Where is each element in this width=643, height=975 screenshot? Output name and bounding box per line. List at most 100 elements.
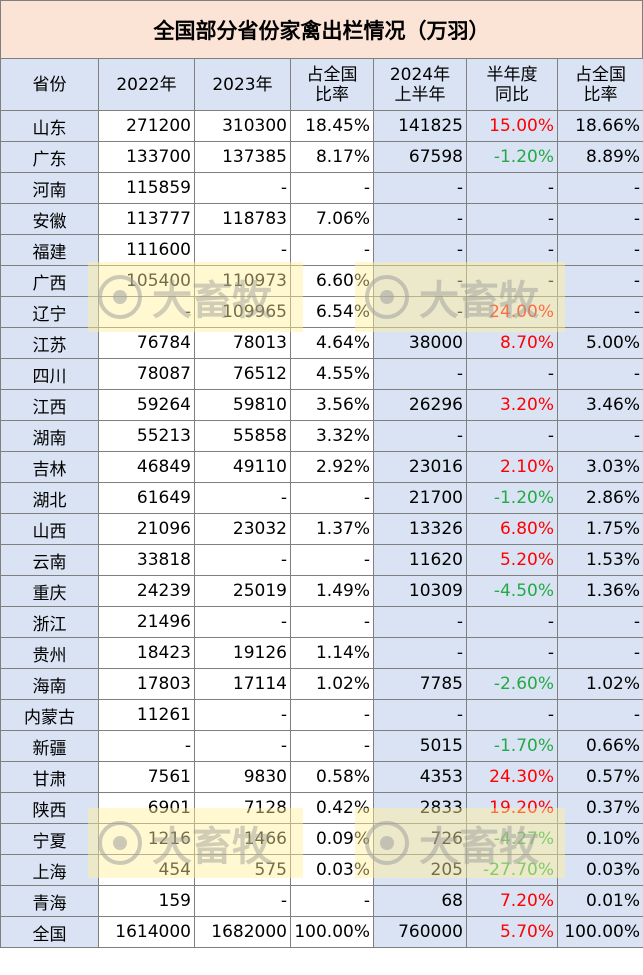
- table-row: 广东 133700 137385 8.17% 67598 -1.20% 8.89%: [0, 141, 643, 173]
- cell-share-2023: 4.64%: [290, 327, 374, 359]
- cell-2024-h1: 726: [373, 823, 467, 855]
- cell-2024-h1: -: [373, 234, 467, 266]
- cell-2023: 59810: [194, 389, 291, 421]
- cell-share-2023: 18.45%: [290, 110, 374, 142]
- cell-2022: 78087: [98, 358, 195, 390]
- cell-2023: 17114: [194, 668, 291, 700]
- header-2023: 2023年: [194, 58, 291, 111]
- table-row: 广西 105400 110973 6.60% - - -: [0, 265, 643, 297]
- cell-share-2023: -: [290, 730, 374, 762]
- cell-2023: 575: [194, 854, 291, 886]
- cell-2023: -: [194, 544, 291, 576]
- cell-province: 陕西: [0, 792, 99, 824]
- cell-2022: 159: [98, 885, 195, 917]
- cell-2022: 1614000: [98, 916, 195, 948]
- header-yoy: 半年度 同比: [466, 58, 558, 111]
- cell-2023: 9830: [194, 761, 291, 793]
- table-title: 全国部分省份家禽出栏情况（万羽）: [0, 0, 643, 59]
- table-row: 江西 59264 59810 3.56% 26296 3.20% 3.46%: [0, 389, 643, 421]
- cell-2022: 59264: [98, 389, 195, 421]
- cell-province: 江西: [0, 389, 99, 421]
- cell-2022: 454: [98, 854, 195, 886]
- cell-province: 重庆: [0, 575, 99, 607]
- cell-2023: -: [194, 885, 291, 917]
- cell-share-2023: -: [290, 172, 374, 204]
- cell-yoy: 7.20%: [466, 885, 558, 917]
- cell-province: 辽宁: [0, 296, 99, 328]
- cell-yoy: -: [466, 699, 558, 731]
- cell-2024-h1: 67598: [373, 141, 467, 173]
- cell-2022: 1216: [98, 823, 195, 855]
- table-row: 山东 271200 310300 18.45% 141825 15.00% 18.66%: [0, 110, 643, 142]
- cell-share-2023: 3.56%: [290, 389, 374, 421]
- cell-yoy: -: [466, 265, 558, 297]
- cell-province: 湖南: [0, 420, 99, 452]
- cell-2023: 1682000: [194, 916, 291, 948]
- cell-share-2023: -: [290, 482, 374, 514]
- cell-province: 安徽: [0, 203, 99, 235]
- cell-province: 新疆: [0, 730, 99, 762]
- cell-province: 云南: [0, 544, 99, 576]
- cell-province: 广西: [0, 265, 99, 297]
- cell-share-2024: 2.86%: [557, 482, 643, 514]
- cell-province: 河南: [0, 172, 99, 204]
- table-row: 青海 159- -68 7.20% 0.01%: [0, 885, 643, 917]
- cell-2024-h1: -: [373, 203, 467, 235]
- cell-share-2024: -: [557, 234, 643, 266]
- cell-share-2023: 2.92%: [290, 451, 374, 483]
- cell-2024-h1: -: [373, 296, 467, 328]
- table-row: 云南 33818- -11620 5.20% 1.53%: [0, 544, 643, 576]
- cell-2023: 1466: [194, 823, 291, 855]
- cell-2022: 271200: [98, 110, 195, 142]
- cell-share-2023: 8.17%: [290, 141, 374, 173]
- cell-share-2023: 6.54%: [290, 296, 374, 328]
- cell-2022: 6901: [98, 792, 195, 824]
- cell-2024-h1: -: [373, 265, 467, 297]
- cell-yoy: -: [466, 234, 558, 266]
- cell-yoy: 15.00%: [466, 110, 558, 142]
- cell-province: 贵州: [0, 637, 99, 669]
- cell-yoy: 24.00%: [466, 296, 558, 328]
- cell-2022: 105400: [98, 265, 195, 297]
- cell-share-2023: 0.58%: [290, 761, 374, 793]
- cell-2024-h1: -: [373, 637, 467, 669]
- cell-yoy: -1.70%: [466, 730, 558, 762]
- cell-2024-h1: 11620: [373, 544, 467, 576]
- cell-2023: 23032: [194, 513, 291, 545]
- cell-2022: 133700: [98, 141, 195, 173]
- cell-share-2024: -: [557, 265, 643, 297]
- cell-share-2024: -: [557, 172, 643, 204]
- cell-share-2024: 1.53%: [557, 544, 643, 576]
- cell-province: 山东: [0, 110, 99, 142]
- table-row: 宁夏 1216 1466 0.09% 726 -4.27% 0.10%: [0, 823, 643, 855]
- cell-share-2024: -: [557, 203, 643, 235]
- cell-2022: 11261: [98, 699, 195, 731]
- cell-2022: 76784: [98, 327, 195, 359]
- cell-share-2024: -: [557, 699, 643, 731]
- cell-share-2023: 7.06%: [290, 203, 374, 235]
- cell-2022: 115859: [98, 172, 195, 204]
- cell-yoy: -1.20%: [466, 482, 558, 514]
- cell-2023: 110973: [194, 265, 291, 297]
- cell-2022: 24239: [98, 575, 195, 607]
- header-province: 省份: [0, 58, 99, 111]
- cell-yoy: -: [466, 358, 558, 390]
- cell-yoy: 24.30%: [466, 761, 558, 793]
- table-row: 陕西 6901 7128 0.42% 2833 19.20% 0.37%: [0, 792, 643, 824]
- cell-2024-h1: 205: [373, 854, 467, 886]
- cell-2024-h1: -: [373, 606, 467, 638]
- table-row: 山西 21096 23032 1.37% 13326 6.80% 1.75%: [0, 513, 643, 545]
- cell-2023: 78013: [194, 327, 291, 359]
- cell-2023: 25019: [194, 575, 291, 607]
- cell-province: 福建: [0, 234, 99, 266]
- cell-share-2024: 0.57%: [557, 761, 643, 793]
- cell-province: 广东: [0, 141, 99, 173]
- cell-yoy: -: [466, 203, 558, 235]
- table-row: 江苏 76784 78013 4.64% 38000 8.70% 5.00%: [0, 327, 643, 359]
- cell-yoy: -: [466, 637, 558, 669]
- cell-share-2024: -: [557, 637, 643, 669]
- cell-2024-h1: 4353: [373, 761, 467, 793]
- header-row: 省份 2022年 2023年 占全国 比率 2024年 上半年 半年度 同比 占全国比…: [0, 58, 643, 111]
- cell-2022: 21496: [98, 606, 195, 638]
- cell-2023: -: [194, 699, 291, 731]
